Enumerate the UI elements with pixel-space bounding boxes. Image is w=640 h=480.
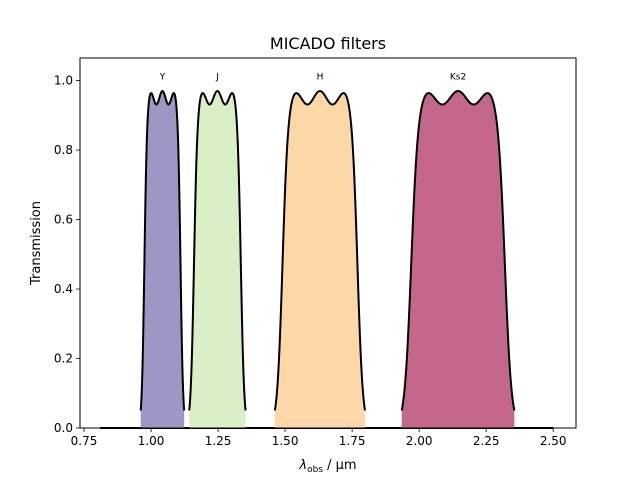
x-tick-label: 2.50 <box>540 434 567 448</box>
y-axis-label: Transmission <box>29 201 44 286</box>
filter-y-curve <box>139 90 186 411</box>
filter-y-area <box>140 91 185 428</box>
x-axis-label-symbol: λ <box>298 458 307 473</box>
x-tick-label: 1.75 <box>339 434 366 448</box>
filter-h-curve <box>273 90 366 411</box>
x-tick-label: 1.00 <box>138 434 165 448</box>
filter-ks2-curve <box>400 90 516 411</box>
x-axis-label-subscript: obs <box>307 465 323 475</box>
chart-title: MICADO filters <box>270 34 386 53</box>
filter-label: J <box>215 73 219 83</box>
x-tick-label: 1.25 <box>205 434 232 448</box>
x-axis-label: λobs / μm <box>298 458 356 475</box>
x-axis: 0.75 1.00 1.25 1.50 1.75 2.00 2.25 2.50 <box>71 428 567 448</box>
y-tick-label: 0.2 <box>54 352 73 366</box>
filter-ks2-area <box>401 91 515 428</box>
y-tick-label: 0.6 <box>54 213 73 227</box>
filter-h-area <box>274 91 365 428</box>
x-tick-label: 2.25 <box>473 434 500 448</box>
filter-j-curve <box>188 90 247 411</box>
filter-label: Ks2 <box>450 73 466 83</box>
y-axis: 0.0 0.2 0.4 0.6 0.8 1.0 <box>54 74 80 435</box>
x-tick-label: 0.75 <box>71 434 98 448</box>
y-tick-label: 0.8 <box>54 143 73 157</box>
y-tick-label: 0.4 <box>54 282 73 296</box>
series-layer <box>100 90 554 429</box>
filter-label: Y <box>159 73 166 83</box>
x-axis-label-unit: / μm <box>323 458 357 473</box>
filter-labels: Y J H Ks2 <box>159 73 467 83</box>
filter-j-area <box>189 91 246 428</box>
y-tick-label: 0.0 <box>54 421 73 435</box>
y-tick-label: 1.0 <box>54 74 73 88</box>
x-tick-label: 1.50 <box>272 434 299 448</box>
filter-label: H <box>317 73 324 83</box>
plot-frame <box>79 57 577 429</box>
x-tick-label: 2.00 <box>406 434 433 448</box>
